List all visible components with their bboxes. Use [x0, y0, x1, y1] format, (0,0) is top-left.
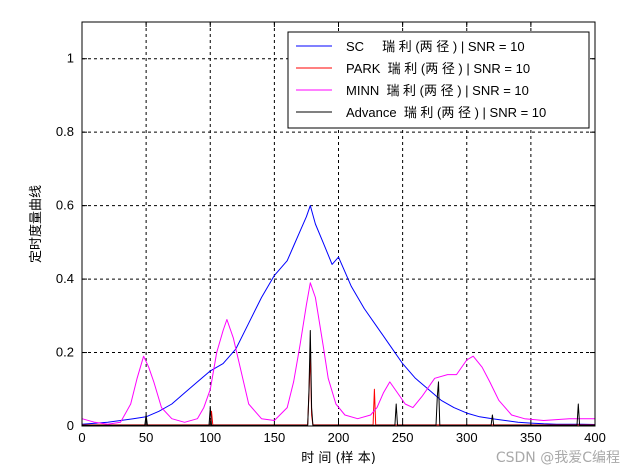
axis-ticks: 0 50 100 150 200 250 300 350 400 0 0.2 0.4 0.6 0.8 1	[56, 22, 606, 445]
legend: SC 瑞 利 (两 径 ) | SNR = 10 PARK 瑞 利 (两 径 ) …	[287, 31, 590, 129]
x-tick-label: 200	[328, 430, 350, 445]
y-tick-label: 0	[67, 418, 74, 433]
x-axis-title: 时 间 (样 本)	[301, 451, 376, 466]
x-tick-label: 350	[520, 430, 542, 445]
x-tick-label: 250	[392, 430, 414, 445]
y-tick-label: 1	[67, 51, 74, 66]
y-axis-title: 定时度量曲线	[28, 185, 44, 263]
series-line-3	[82, 330, 595, 426]
x-tick-label: 150	[264, 430, 286, 445]
x-tick-label: 0	[78, 430, 85, 445]
x-tick-label: 400	[584, 430, 606, 445]
legend-label-2: MINN 瑞 利 (两 径 ) | SNR = 10	[346, 83, 529, 98]
series-line-2	[81, 282, 595, 425]
watermark: CSDN @我爱C编程	[496, 450, 620, 466]
y-tick-label: 0.4	[56, 271, 74, 286]
x-tick-label: 100	[199, 430, 221, 445]
y-tick-label: 0.2	[56, 345, 74, 360]
legend-label-1: PARK 瑞 利 (两 径 ) | SNR = 10	[346, 61, 530, 76]
y-tick-label: 0.8	[56, 124, 74, 139]
legend-box	[287, 31, 590, 129]
legend-label-3: Advance 瑞 利 (两 径 ) | SNR = 10	[346, 105, 546, 120]
legend-label-0: SC 瑞 利 (两 径 ) | SNR = 10	[346, 39, 525, 54]
x-tick-label: 50	[139, 430, 153, 445]
series-lines	[81, 205, 596, 426]
series-line-0	[81, 205, 596, 425]
x-tick-label: 300	[456, 430, 478, 445]
y-tick-label: 0.6	[56, 198, 74, 213]
